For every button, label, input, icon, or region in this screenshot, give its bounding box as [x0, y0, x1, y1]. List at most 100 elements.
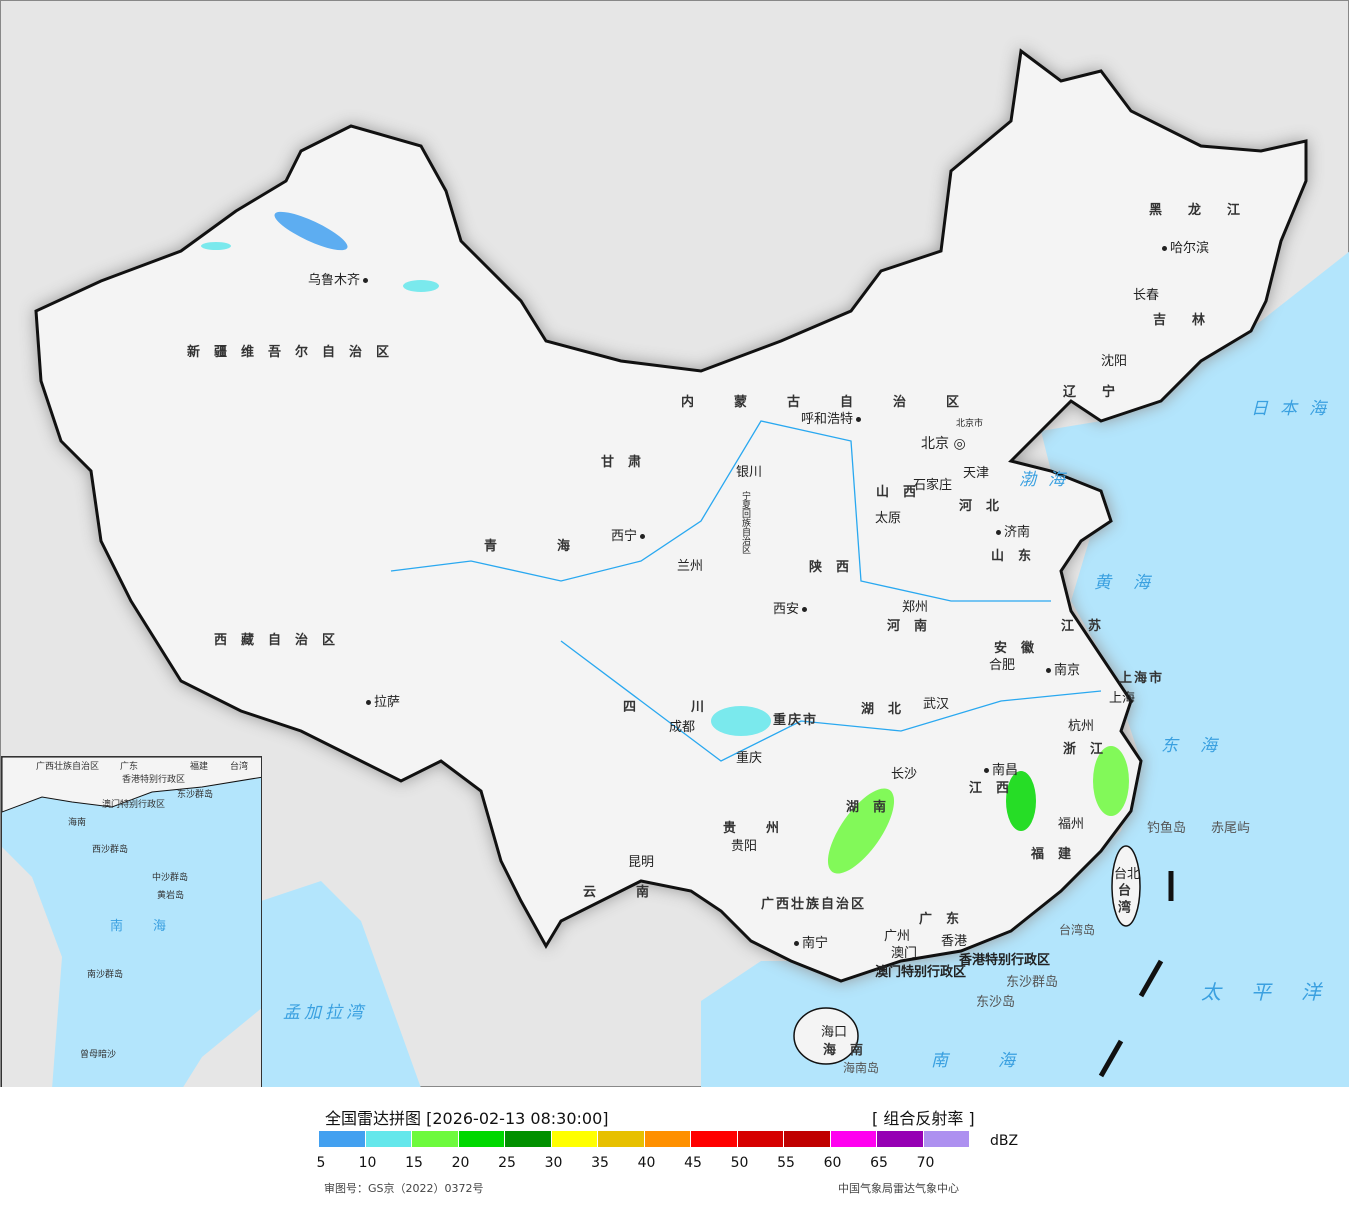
city-label: 长春 [1133, 288, 1160, 303]
color-scale [319, 1131, 970, 1147]
region-label: 澳门特别行政区 [875, 965, 967, 980]
city-label: 贵阳 [731, 839, 758, 854]
province-label: 浙江 [1063, 742, 1118, 757]
scale-tick: 70 [916, 1155, 935, 1171]
inset-label: 南沙群岛 [87, 970, 124, 980]
color-swatch [737, 1131, 783, 1147]
province-label: 上海市 [1119, 671, 1165, 686]
approval-number: 审图号：GS京（2022）0372号 [324, 1182, 484, 1195]
city-label: 太原 [875, 511, 902, 526]
island-label: 东沙岛 [976, 995, 1016, 1010]
city-label: 沈阳 [1101, 354, 1128, 369]
province-label: 河北 [959, 499, 1014, 514]
city-dot [794, 941, 799, 946]
province-label: 甘肃 [601, 455, 656, 470]
scale-tick: 65 [870, 1155, 888, 1171]
city-dot [856, 417, 862, 422]
city-label: 成都 [669, 720, 696, 735]
unit-label: dBZ [990, 1133, 1019, 1149]
inset-label: 东沙群岛 [177, 790, 214, 800]
city-label: 郑州 [902, 600, 929, 615]
scale-tick: 40 [637, 1155, 656, 1171]
color-swatch [412, 1131, 458, 1147]
inset-label: 黄岩岛 [157, 891, 185, 901]
color-swatch [458, 1131, 504, 1147]
china-land [34, 48, 1308, 983]
legend-title: 全国雷达拼图 [2026-02-13 08:30:00] [325, 1109, 609, 1128]
color-swatch [505, 1131, 551, 1147]
city-label: 兰州 [677, 559, 704, 574]
city-label: 香港 [941, 934, 968, 949]
province-label: 广东 [919, 912, 974, 927]
city-label: 西安 [773, 602, 800, 617]
sea-label: 太平洋 [1201, 980, 1349, 1004]
scale-tick: 20 [451, 1155, 470, 1171]
province-label: 江西 [969, 781, 1024, 796]
scale-tick: 5 [316, 1155, 326, 1171]
island-label: 台湾岛 [1059, 923, 1096, 937]
city-label: 济南 [1004, 525, 1031, 540]
city-label: 广州 [884, 929, 911, 944]
province-label: 西藏自治区 [214, 633, 350, 648]
inset-geometry [2, 757, 261, 1087]
province-label: 海南 [823, 1043, 878, 1058]
inset-label: 福建 [190, 762, 209, 772]
city-dot [984, 768, 989, 773]
city-label: 拉萨 [374, 695, 401, 710]
sea-label: 南海 [931, 1051, 1065, 1071]
sea-bay-of-bengal [231, 881, 421, 1088]
province-label: 湖北 [861, 702, 916, 717]
province-label: 云南 [583, 885, 690, 900]
product-name: [ 组合反射率 ] [872, 1109, 975, 1128]
color-swatch [877, 1131, 923, 1147]
inset-label: 中沙群岛 [152, 873, 189, 883]
south-china-sea-inset: 广西壮族自治区 广东 福建 台湾 海南 香港特别行政区 澳门特别行政区 东沙群岛… [1, 756, 262, 1088]
inset-label: 曾母暗沙 [80, 1050, 117, 1060]
hainan-island [793, 1007, 859, 1065]
province-label: 内蒙古自治区 [681, 395, 1000, 410]
city-label: 上海 [1109, 691, 1136, 706]
city-label: 昆明 [628, 855, 655, 870]
map-geometry [34, 48, 1349, 1088]
color-swatch [830, 1131, 876, 1147]
province-label: 安徽 [994, 641, 1049, 656]
inset-label: 广西壮族自治区 [36, 762, 100, 772]
scale-tick: 55 [777, 1155, 795, 1171]
city-label: 西宁 [611, 529, 638, 544]
province-label: 陕西 [809, 560, 864, 575]
city-dot [1046, 668, 1051, 673]
scale-tick: 50 [730, 1155, 749, 1171]
color-swatch [598, 1131, 644, 1147]
city-dot [640, 534, 646, 539]
city-label: 重庆 [736, 751, 763, 766]
province-label: 福建 [1031, 847, 1086, 862]
city-label: 杭州 [1068, 719, 1095, 734]
city-label: 南京 [1054, 663, 1081, 678]
color-swatch [784, 1131, 830, 1147]
province-label: 广西壮族自治区 [761, 897, 867, 912]
city-dot [1162, 246, 1167, 251]
province-label: 河南 [887, 619, 942, 634]
scale-tick: 25 [498, 1155, 516, 1171]
city-label: 乌鲁木齐 [308, 273, 361, 288]
province-label: 新疆维吾尔自治区 [187, 345, 404, 360]
radar-echoes [201, 211, 1129, 874]
province-label: 重庆市 [773, 713, 819, 728]
legend: 全国雷达拼图 [2026-02-13 08:30:00] [ 组合反射率 ] d… [0, 1087, 1349, 1208]
color-swatch [319, 1131, 365, 1147]
radar-map[interactable]: 新疆维吾尔自治区 西藏自治区 青海 甘肃 内蒙古自治区 黑龙江 吉林 辽宁 河北… [0, 0, 1349, 1088]
city-label: 武汉 [923, 697, 950, 712]
inset-label: 澳门特别行政区 [102, 800, 166, 810]
city-label: 合肥 [989, 658, 1016, 673]
province-label: 湖南 [846, 800, 901, 815]
inset-label: 海南 [68, 818, 87, 828]
taiwan-island [1111, 845, 1141, 927]
province-label: 贵州 [723, 821, 810, 836]
province-label: 吉林 [1153, 313, 1232, 328]
province-label: 台湾 [1115, 883, 1130, 917]
province-label: 四川 [623, 700, 760, 715]
city-label: 石家庄 [913, 478, 953, 493]
color-swatch [551, 1131, 597, 1147]
nine-dash-line [1098, 871, 1174, 1078]
city-label: 南宁 [802, 936, 829, 951]
